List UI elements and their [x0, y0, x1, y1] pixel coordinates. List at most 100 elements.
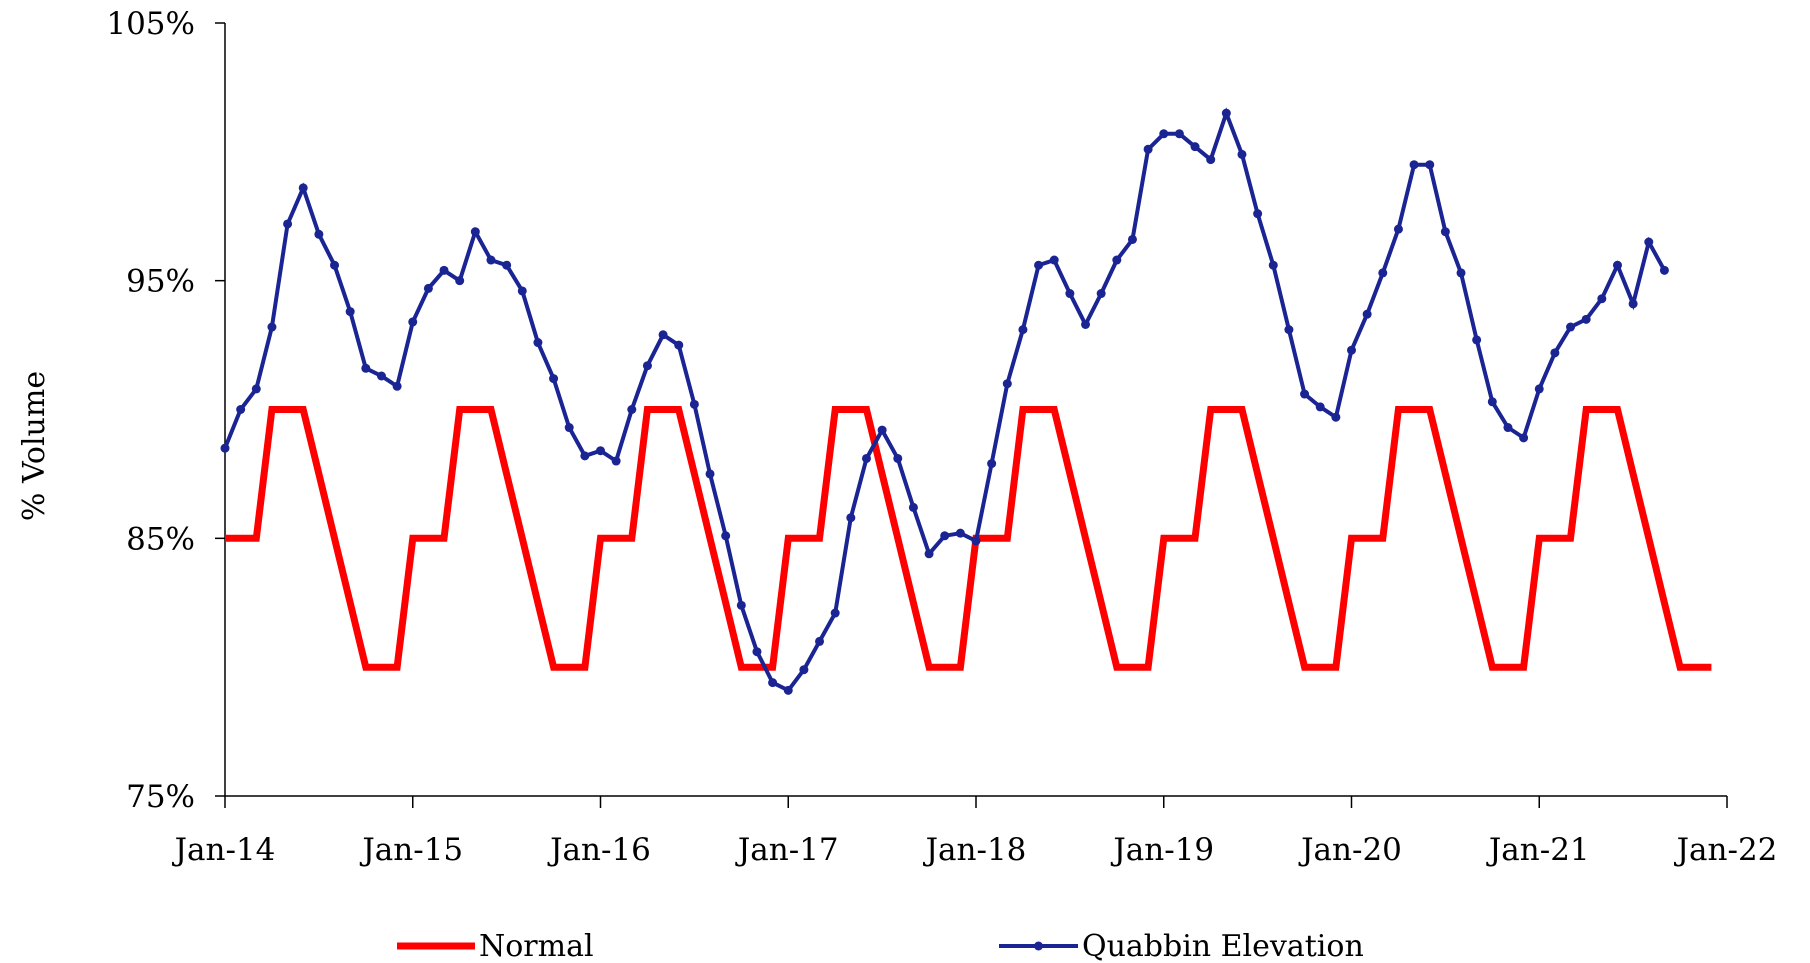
y-tick-label: 75% [126, 779, 195, 815]
data-point-quabbin-elevation [1519, 433, 1529, 443]
data-point-quabbin-elevation [1190, 142, 1200, 152]
data-point-quabbin-elevation [846, 513, 856, 523]
data-point-quabbin-elevation [1472, 335, 1482, 345]
data-point-quabbin-elevation [298, 183, 308, 193]
data-point-quabbin-elevation [1253, 209, 1263, 219]
y-tick-label: 95% [126, 264, 195, 300]
data-point-quabbin-elevation [627, 405, 637, 414]
data-point-quabbin-elevation [689, 399, 699, 409]
data-point-quabbin-elevation [877, 425, 887, 435]
data-point-quabbin-elevation [1347, 345, 1356, 355]
series-line-normal [225, 406, 1712, 671]
data-point-quabbin-elevation [1034, 260, 1044, 270]
y-tick-label: 85% [126, 521, 195, 557]
data-point-quabbin-elevation [1143, 144, 1153, 154]
x-tick-label: Jan-15 [359, 832, 463, 868]
data-point-quabbin-elevation [439, 265, 449, 275]
data-point-quabbin-elevation [1503, 423, 1513, 433]
data-point-quabbin-elevation [1127, 234, 1137, 244]
data-point-quabbin-elevation [611, 456, 621, 466]
data-point-quabbin-elevation [1159, 129, 1169, 139]
data-point-quabbin-elevation [1112, 255, 1122, 265]
data-point-quabbin-elevation [1206, 155, 1216, 165]
series-line-quabbin-elevation [223, 107, 1667, 693]
data-point-quabbin-elevation [392, 381, 402, 391]
x-tick-labels: Jan-14 Jan-15 Jan-16 Jan-17 Jan-18 Jan-19 Jan-… [172, 832, 1778, 868]
data-point-quabbin-elevation [1440, 227, 1450, 237]
data-point-quabbin-elevation [1659, 265, 1669, 275]
data-point-quabbin-elevation [799, 665, 809, 675]
data-point-quabbin-elevation [1065, 289, 1075, 299]
data-point-quabbin-elevation [1566, 322, 1576, 332]
data-point-quabbin-elevation [1393, 224, 1403, 234]
data-point-quabbin-elevation [1550, 348, 1560, 358]
data-point-quabbin-elevation [908, 502, 918, 512]
data-point-quabbin-elevation [345, 307, 355, 317]
data-point-quabbin-elevation [470, 227, 480, 237]
data-point-quabbin-elevation [1409, 160, 1419, 170]
data-point-quabbin-elevation [1456, 268, 1466, 278]
data-point-quabbin-elevation [1331, 412, 1341, 422]
data-point-quabbin-elevation [502, 260, 512, 270]
data-point-quabbin-elevation [861, 453, 871, 463]
y-tick-labels: 75% 85% 95% 105% [106, 6, 195, 815]
data-point-quabbin-elevation [361, 363, 371, 373]
data-point-quabbin-elevation [674, 340, 684, 350]
data-point-quabbin-elevation [251, 384, 261, 394]
data-point-quabbin-elevation [1300, 389, 1310, 399]
data-point-quabbin-elevation [955, 528, 965, 538]
legend-label-quabbin-elevation: Quabbin Elevation [1082, 929, 1364, 963]
data-point-quabbin-elevation [267, 322, 277, 332]
data-point-quabbin-elevation [658, 330, 668, 340]
data-point-quabbin-elevation [376, 371, 386, 381]
data-point-quabbin-elevation [1362, 309, 1372, 319]
data-point-quabbin-elevation [283, 219, 293, 229]
data-point-quabbin-elevation [1174, 129, 1184, 139]
x-tick-label: Jan-18 [923, 832, 1027, 868]
data-point-quabbin-elevation [455, 276, 465, 286]
x-tick-label: Jan-21 [1486, 832, 1590, 868]
data-point-quabbin-elevation [1237, 149, 1247, 159]
data-point-quabbin-elevation [893, 453, 903, 463]
data-point-quabbin-elevation [815, 636, 825, 646]
data-point-quabbin-elevation [517, 286, 527, 296]
data-point-quabbin-elevation [752, 647, 762, 657]
legend: Normal Quabbin Elevation [397, 929, 1364, 963]
legend-item-quabbin-elevation: Quabbin Elevation [999, 929, 1364, 963]
data-point-quabbin-elevation [1534, 384, 1544, 394]
data-point-quabbin-elevation [1597, 294, 1607, 304]
x-tick-label: Jan-14 [172, 832, 276, 868]
data-point-quabbin-elevation [721, 531, 731, 541]
data-point-quabbin-elevation [486, 255, 496, 265]
data-point-quabbin-elevation [830, 608, 840, 618]
data-point-quabbin-elevation [549, 374, 559, 384]
data-point-quabbin-elevation [1581, 314, 1591, 324]
y-axis-label: % Volume [17, 371, 52, 521]
data-point-quabbin-elevation [423, 283, 433, 293]
data-point-quabbin-elevation [1221, 108, 1231, 118]
data-point-quabbin-elevation [1018, 325, 1028, 335]
legend-label-normal: Normal [479, 929, 594, 963]
data-point-quabbin-elevation [1096, 289, 1106, 299]
data-point-quabbin-elevation [1049, 255, 1059, 265]
x-tick-label: Jan-20 [1298, 832, 1402, 868]
data-point-quabbin-elevation [596, 446, 605, 456]
data-point-quabbin-elevation [940, 531, 950, 541]
data-point-quabbin-elevation [1284, 325, 1294, 335]
data-point-quabbin-elevation [564, 423, 574, 433]
data-point-quabbin-elevation [1268, 260, 1278, 270]
data-point-quabbin-elevation [1002, 379, 1012, 389]
data-point-quabbin-elevation [1081, 319, 1091, 329]
series-layer [220, 107, 1712, 695]
data-point-quabbin-elevation [580, 451, 590, 461]
data-point-quabbin-elevation [971, 536, 981, 546]
data-point-quabbin-elevation [1628, 299, 1638, 309]
legend-item-normal: Normal [397, 929, 594, 963]
data-point-quabbin-elevation [783, 685, 793, 695]
x-tick-label: Jan-17 [735, 832, 839, 868]
data-point-quabbin-elevation [220, 443, 230, 453]
data-point-quabbin-elevation [408, 317, 418, 327]
data-point-quabbin-elevation [330, 260, 340, 270]
data-point-quabbin-elevation [236, 405, 246, 414]
